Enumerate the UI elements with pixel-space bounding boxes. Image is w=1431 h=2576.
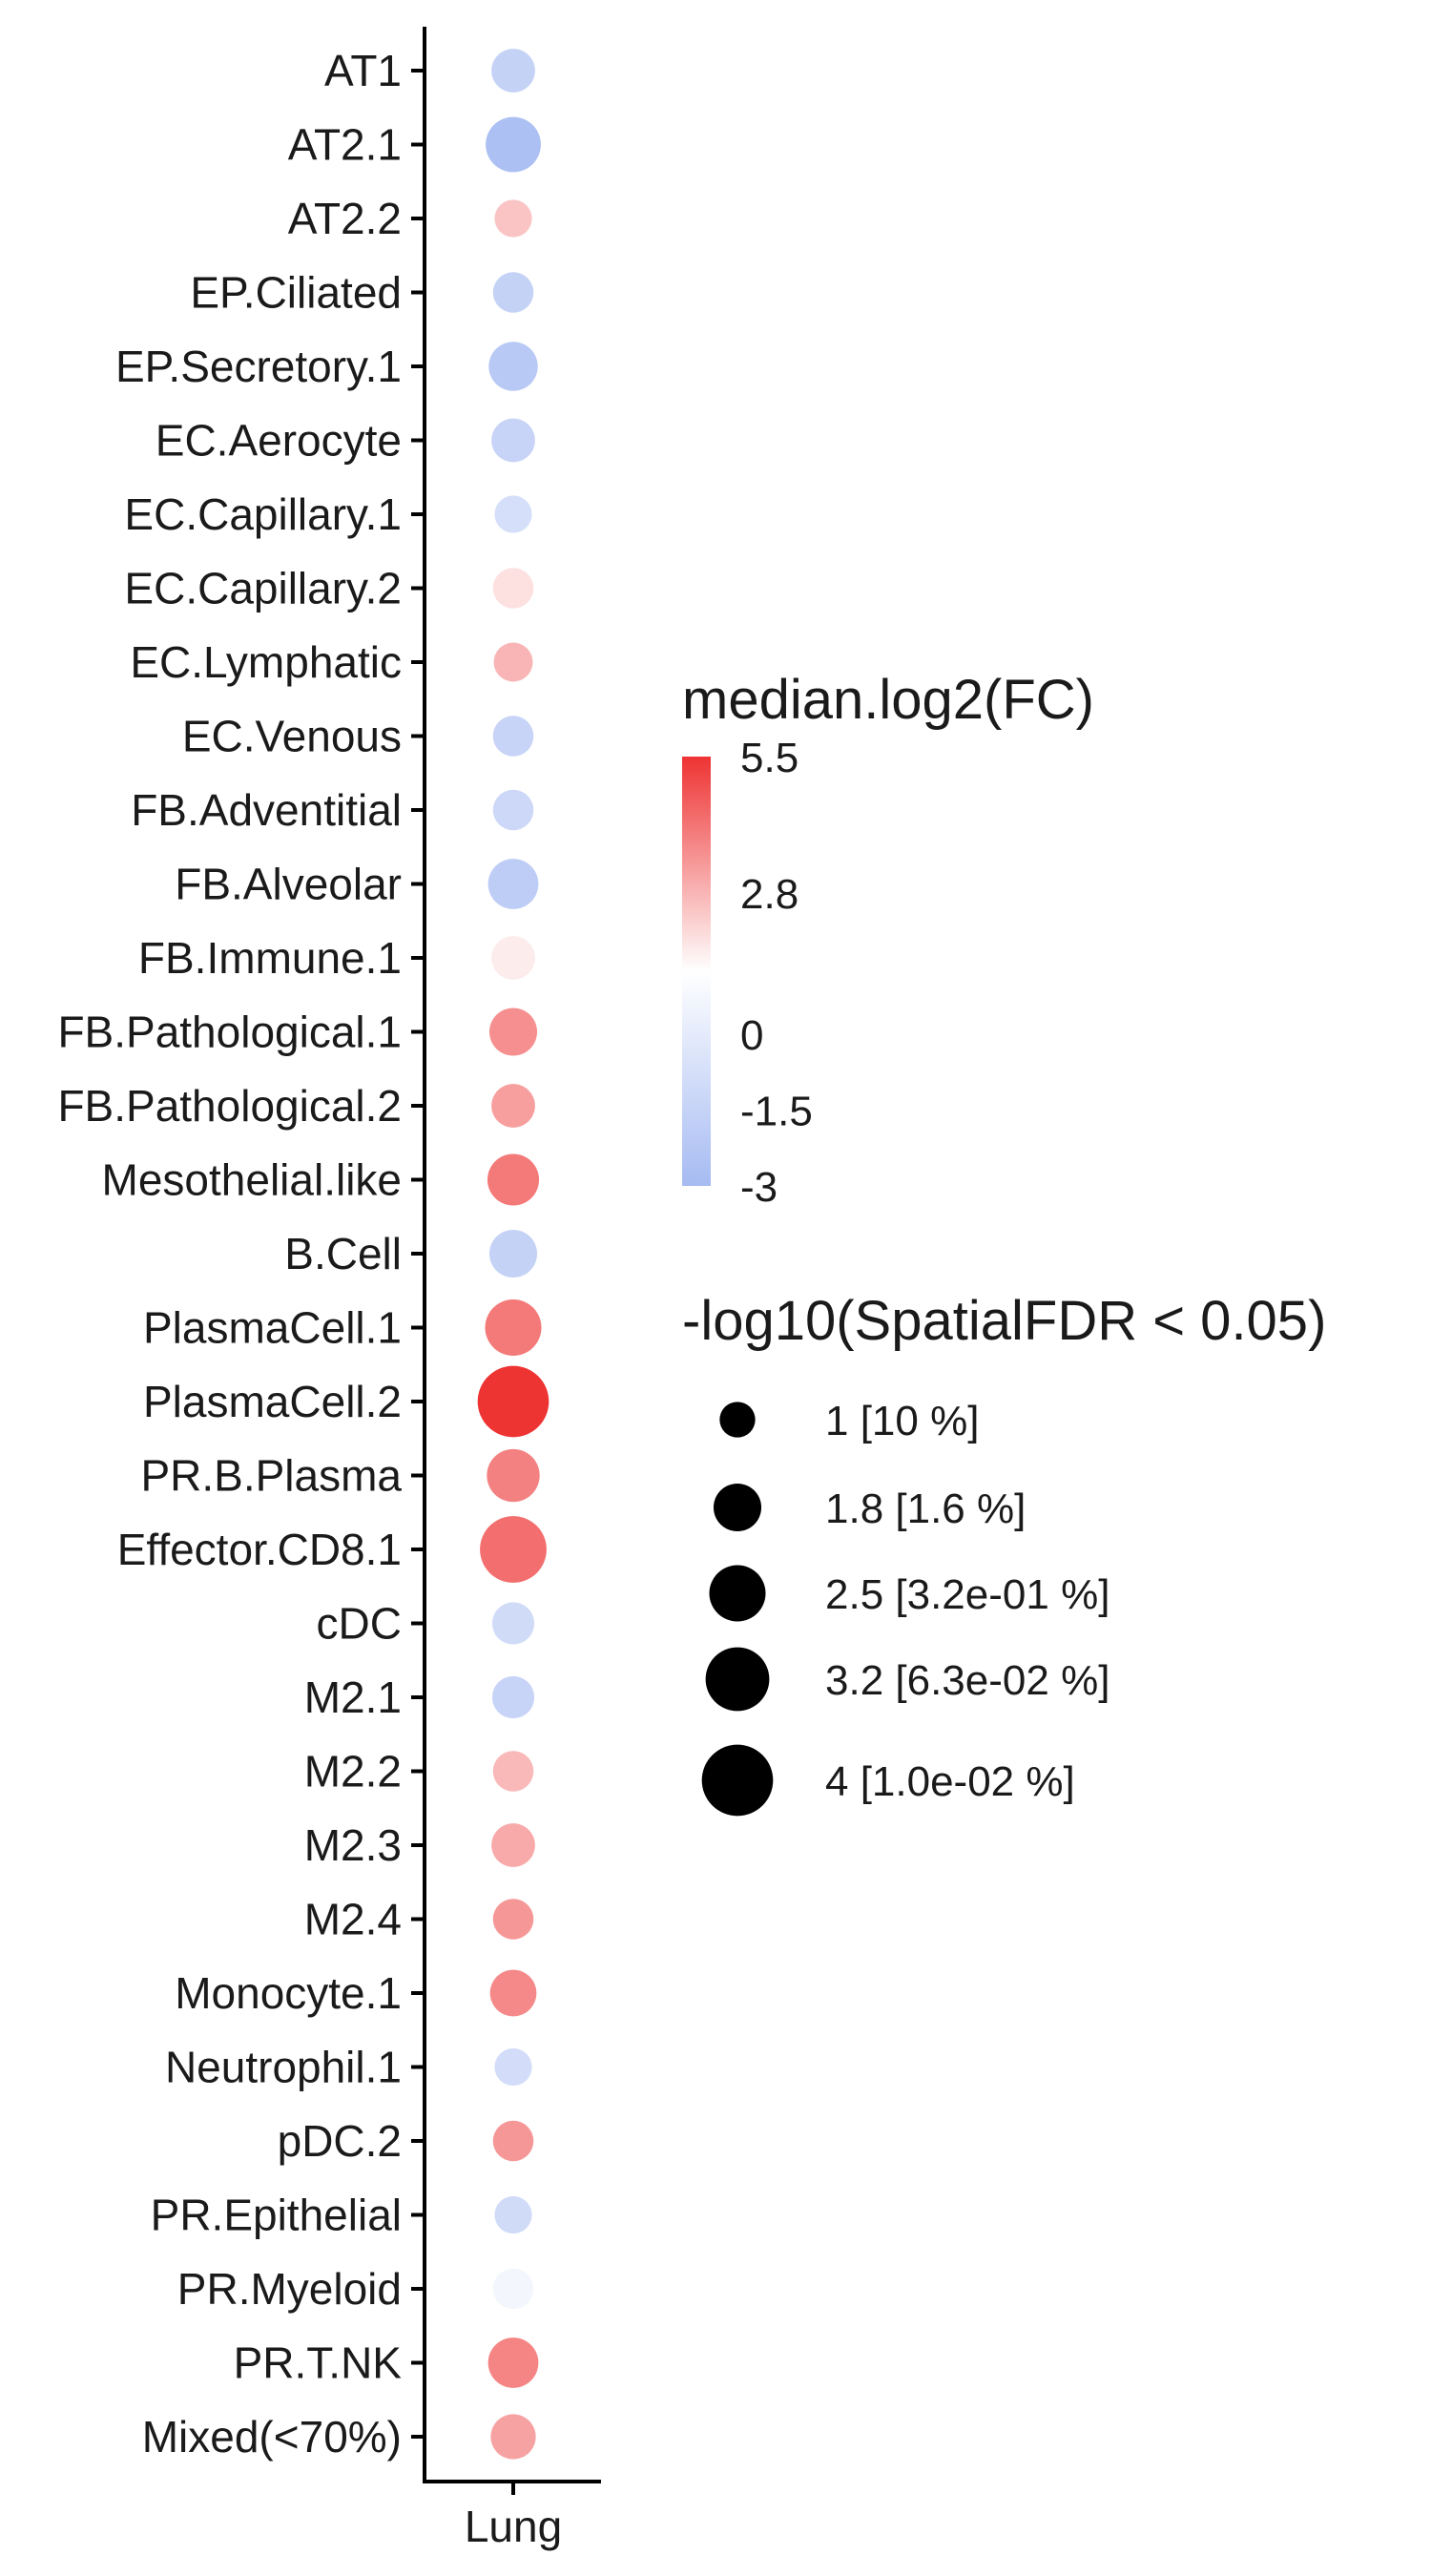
y-tick-label: PlasmaCell.1: [143, 1303, 402, 1353]
y-tick-label: EP.Ciliated: [190, 268, 402, 318]
data-point: [492, 2120, 534, 2162]
size-legend-title: -log10(SpatialFDR < 0.05): [682, 1290, 1326, 1352]
plot-area: AT1 AT2.1 AT2.2 EP.Ciliated EP.Secretory.1 EC…: [57, 27, 601, 2551]
x-tick-label: Lung: [465, 2502, 562, 2551]
y-tick-label: EC.Capillary.1: [124, 489, 402, 539]
data-point: [491, 1823, 535, 1867]
y-tick-label: FB.Immune.1: [138, 933, 402, 983]
y-tick-label: cDC: [317, 1599, 402, 1649]
data-point: [488, 1229, 538, 1278]
x-axis-tick-labels: Lung: [465, 2502, 562, 2551]
size-legend: -log10(SpatialFDR < 0.05) 1 [10 %] 1.8 [1…: [682, 1290, 1326, 1817]
size-legend-items: 1 [10 %] 1.8 [1.6 %] 2.5 [3.2e-01 %] 3.2 [6…: [701, 1398, 1110, 1817]
color-legend-tick-label: -3: [740, 1164, 778, 1211]
y-tick-label: FB.Alveolar: [175, 860, 402, 909]
data-point: [492, 272, 534, 313]
y-tick-label: M2.1: [304, 1672, 402, 1722]
size-legend-label: 1 [10 %]: [825, 1398, 979, 1444]
y-tick-label: Mesothelial.like: [102, 1155, 402, 1205]
y-tick-label: EC.Capillary.2: [124, 564, 402, 613]
data-point: [487, 2337, 539, 2388]
color-legend-tick-label: 2.8: [740, 871, 798, 918]
data-point: [488, 1008, 538, 1056]
y-tick-label: PR.T.NK: [234, 2338, 403, 2388]
data-point: [480, 1516, 547, 1583]
size-legend-circle: [705, 1647, 770, 1712]
y-tick-label: PR.Epithelial: [151, 2191, 402, 2240]
y-tick-label: pDC.2: [278, 2116, 402, 2166]
data-point: [485, 1298, 542, 1357]
color-legend: median.log2(FC) 5.5 2.8 0 -1.5 -3: [682, 669, 1094, 1211]
y-tick-label: PR.B.Plasma: [140, 1451, 402, 1501]
data-point: [492, 789, 534, 831]
y-tick-label: Effector.CD8.1: [117, 1525, 402, 1574]
y-tick-label: FB.Adventitial: [131, 785, 402, 835]
y-tick-label: EC.Aerocyte: [156, 416, 402, 466]
data-point: [491, 49, 535, 93]
y-tick-label: AT2.2: [288, 194, 402, 243]
y-tick-label: EC.Venous: [182, 712, 402, 761]
data-point: [487, 1448, 540, 1503]
y-axis-ticks: [411, 69, 425, 2439]
data-point: [494, 2195, 532, 2234]
y-tick-label: Neutrophil.1: [165, 2043, 402, 2092]
data-point: [492, 716, 534, 757]
y-tick-label: AT2.1: [288, 120, 402, 170]
data-point: [489, 1969, 537, 2017]
data-point: [491, 418, 535, 463]
y-tick-label: FB.Pathological.1: [57, 1008, 402, 1057]
data-point: [494, 495, 532, 533]
y-tick-label: FB.Pathological.2: [57, 1081, 402, 1131]
size-legend-label: 3.2 [6.3e-02 %]: [825, 1657, 1110, 1704]
data-point: [487, 859, 539, 909]
data-point: [491, 936, 535, 980]
size-legend-label: 1.8 [1.6 %]: [825, 1485, 1026, 1532]
size-legend-circle: [701, 1744, 774, 1817]
data-point: [490, 2414, 536, 2460]
color-legend-bar: [682, 757, 711, 1186]
y-tick-label: PR.Myeloid: [177, 2264, 402, 2314]
data-point: [487, 1153, 540, 1206]
data-point: [486, 116, 541, 173]
y-tick-label: AT1: [324, 46, 402, 95]
size-legend-circle: [719, 1402, 756, 1438]
data-point: [492, 1751, 534, 1792]
size-legend-circle: [713, 1483, 762, 1532]
color-legend-tick-label: -1.5: [740, 1089, 813, 1135]
size-legend-circle: [709, 1565, 766, 1622]
color-legend-title: median.log2(FC): [682, 669, 1094, 731]
color-legend-ticks: 5.5 2.8 0 -1.5 -3: [740, 735, 813, 1211]
y-tick-label: EC.Lymphatic: [130, 637, 402, 687]
color-legend-tick-label: 0: [740, 1012, 763, 1059]
y-tick-label: B.Cell: [284, 1229, 402, 1278]
y-tick-label: PlasmaCell.2: [143, 1377, 402, 1426]
data-point: [492, 568, 534, 609]
data-point: [494, 2047, 532, 2087]
data-point: [491, 1084, 535, 1128]
y-axis-tick-labels: AT1 AT2.1 AT2.2 EP.Ciliated EP.Secretory.1 EC…: [57, 46, 402, 2462]
data-point: [477, 1365, 550, 1438]
size-legend-label: 4 [1.0e-02 %]: [825, 1758, 1075, 1805]
y-tick-label: M2.4: [304, 1895, 402, 1944]
y-tick-label: M2.3: [304, 1820, 402, 1870]
y-tick-label: Mixed(<70%): [142, 2412, 402, 2462]
data-point: [491, 1675, 535, 1719]
color-legend-tick-label: 5.5: [740, 735, 798, 781]
data-point: [493, 642, 533, 682]
data-point: [488, 342, 538, 391]
data-point: [492, 1899, 534, 1940]
size-legend-label: 2.5 [3.2e-01 %]: [825, 1571, 1110, 1618]
data-point: [492, 2268, 534, 2310]
data-points: [477, 49, 550, 2460]
data-point: [491, 1602, 535, 1645]
data-point: [494, 199, 532, 238]
y-tick-label: EP.Secretory.1: [115, 342, 402, 391]
y-tick-label: Monocyte.1: [175, 1968, 402, 2018]
y-tick-label: M2.2: [304, 1747, 402, 1797]
